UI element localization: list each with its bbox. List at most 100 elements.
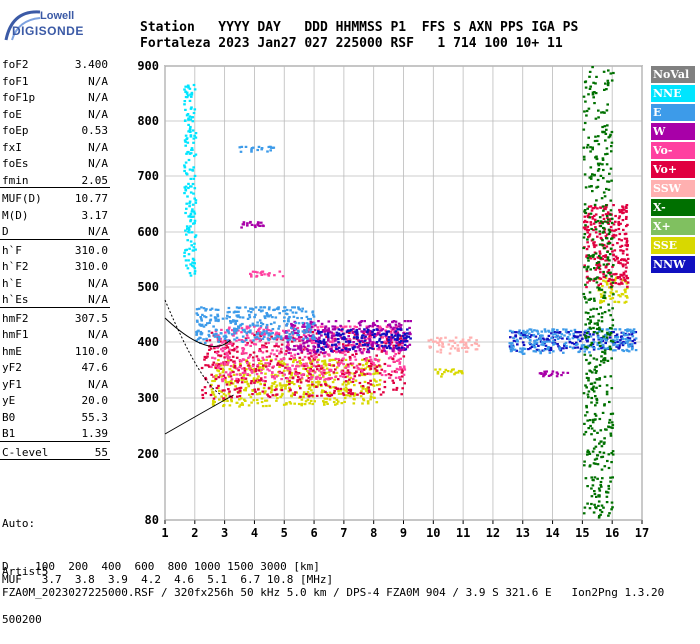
echo-point bbox=[309, 323, 312, 326]
echo-point bbox=[327, 327, 330, 330]
echo-point bbox=[392, 388, 395, 391]
echo-point bbox=[452, 368, 455, 371]
echo-point bbox=[392, 344, 395, 347]
echo-point bbox=[403, 320, 407, 323]
echo-point bbox=[391, 379, 395, 382]
echo-point bbox=[316, 358, 320, 361]
echo-point bbox=[605, 265, 608, 268]
echo-point bbox=[313, 356, 317, 360]
echo-point bbox=[311, 349, 314, 352]
echo-point bbox=[611, 307, 614, 310]
echo-point bbox=[282, 362, 286, 365]
echo-point bbox=[212, 399, 215, 403]
echo-point bbox=[366, 345, 369, 348]
echo-point bbox=[257, 369, 260, 372]
echo-point bbox=[271, 337, 274, 340]
echo-point bbox=[237, 326, 240, 329]
echo-point bbox=[396, 335, 399, 338]
echo-point bbox=[358, 327, 361, 330]
echo-point bbox=[210, 388, 214, 391]
echo-point bbox=[246, 360, 249, 363]
echo-point bbox=[605, 384, 609, 387]
echo-point bbox=[614, 255, 618, 258]
echo-point bbox=[352, 347, 355, 351]
echo-point bbox=[618, 328, 622, 331]
echo-point bbox=[224, 371, 228, 374]
echo-point bbox=[337, 343, 341, 346]
echo-point bbox=[240, 376, 244, 379]
echo-point bbox=[269, 329, 273, 332]
echo-point bbox=[626, 285, 629, 288]
echo-point bbox=[263, 316, 267, 320]
echo-point bbox=[279, 384, 282, 387]
echo-point bbox=[304, 347, 307, 350]
param-label: foF1 bbox=[2, 74, 29, 88]
echo-point bbox=[314, 337, 318, 340]
echo-point bbox=[339, 389, 343, 392]
echo-point bbox=[193, 270, 197, 273]
echo-point bbox=[609, 209, 613, 212]
echo-point bbox=[447, 343, 451, 346]
echo-point bbox=[281, 392, 284, 395]
echo-point bbox=[599, 282, 603, 285]
echo-point bbox=[292, 315, 296, 318]
echo-point bbox=[323, 380, 326, 383]
echo-point bbox=[441, 341, 444, 344]
echo-point bbox=[585, 109, 589, 113]
echo-point bbox=[276, 337, 279, 340]
echo-point bbox=[348, 340, 352, 343]
echo-point bbox=[351, 392, 355, 395]
echo-point bbox=[592, 331, 596, 334]
echo-point bbox=[522, 352, 526, 355]
echo-point bbox=[267, 274, 271, 277]
echo-point bbox=[328, 385, 332, 388]
echo-point bbox=[308, 334, 312, 338]
echo-point bbox=[366, 400, 370, 403]
param-row-foes: foEs N/A bbox=[2, 157, 108, 173]
echo-point bbox=[385, 346, 389, 349]
auto-version: 500200 bbox=[2, 613, 42, 626]
echo-point bbox=[224, 378, 227, 381]
echo-point bbox=[262, 387, 266, 390]
echo-point bbox=[593, 381, 597, 384]
echo-point bbox=[239, 389, 242, 392]
echo-point bbox=[448, 352, 452, 355]
echo-point bbox=[592, 338, 595, 341]
echo-point bbox=[330, 331, 333, 334]
echo-point bbox=[328, 373, 331, 377]
echo-point bbox=[558, 331, 562, 334]
echo-point bbox=[387, 336, 391, 339]
echo-point bbox=[397, 344, 400, 347]
echo-point bbox=[546, 337, 549, 340]
echo-point bbox=[510, 344, 513, 347]
echo-point bbox=[621, 279, 624, 282]
echo-point bbox=[232, 319, 235, 322]
echo-point bbox=[611, 424, 615, 427]
echo-point bbox=[317, 345, 321, 348]
echo-point bbox=[297, 402, 301, 406]
echo-point bbox=[545, 340, 549, 343]
echo-point bbox=[583, 347, 586, 350]
echo-point bbox=[605, 204, 608, 207]
echo-point bbox=[185, 225, 189, 228]
echo-point bbox=[477, 344, 481, 347]
echo-series-e bbox=[195, 145, 638, 355]
echo-point bbox=[228, 341, 232, 344]
echo-point bbox=[241, 350, 245, 353]
echo-point bbox=[267, 387, 271, 390]
echo-point bbox=[601, 477, 604, 480]
echo-point bbox=[352, 341, 355, 344]
echo-point bbox=[229, 365, 233, 368]
echo-point bbox=[593, 206, 597, 209]
echo-point bbox=[593, 203, 597, 206]
echo-point bbox=[607, 269, 611, 272]
echo-point bbox=[604, 82, 607, 85]
echo-point bbox=[436, 350, 439, 353]
echo-point bbox=[202, 307, 206, 310]
echo-point bbox=[306, 352, 310, 355]
echo-point bbox=[190, 93, 194, 96]
echo-point bbox=[396, 339, 399, 342]
echo-point bbox=[605, 256, 608, 259]
echo-point bbox=[218, 398, 221, 401]
echo-point bbox=[331, 344, 334, 347]
